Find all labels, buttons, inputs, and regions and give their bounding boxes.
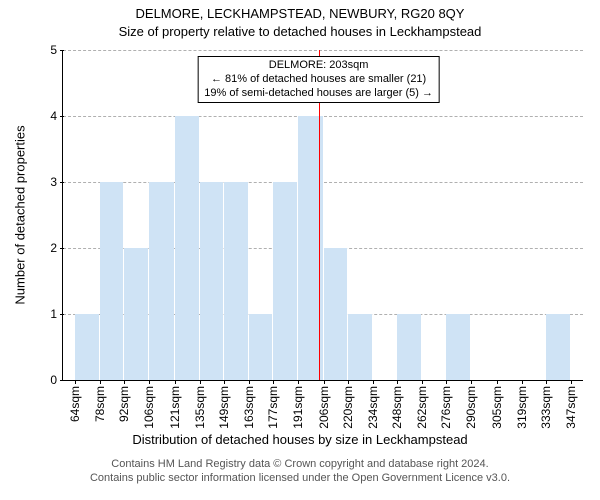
x-tick-label: 92sqm	[117, 380, 131, 422]
x-tick-label: 64sqm	[68, 380, 82, 422]
y-tick-label: 3	[50, 175, 63, 189]
histogram-bar	[224, 182, 248, 380]
histogram-bar	[100, 182, 124, 380]
x-axis-label: Distribution of detached houses by size …	[0, 432, 600, 447]
grid-line	[63, 116, 583, 117]
histogram-bar	[273, 182, 297, 380]
x-tick-label: 319sqm	[515, 380, 529, 429]
title-line-1: DELMORE, LECKHAMPSTEAD, NEWBURY, RG20 8Q…	[0, 6, 600, 22]
x-tick-label: 347sqm	[564, 380, 578, 429]
x-tick-label: 106sqm	[142, 380, 156, 429]
x-tick-label: 135sqm	[193, 380, 207, 429]
histogram-bar	[175, 116, 199, 380]
annotation-line: DELMORE: 203sqm	[204, 59, 433, 73]
histogram-bar	[397, 314, 421, 380]
x-tick-label: 149sqm	[217, 380, 231, 429]
x-tick-label: 262sqm	[415, 380, 429, 429]
x-tick-label: 121sqm	[168, 380, 182, 429]
grid-line	[63, 182, 583, 183]
y-tick-label: 0	[50, 373, 63, 387]
histogram-bar	[75, 314, 99, 380]
attribution-footer: Contains HM Land Registry data © Crown c…	[0, 458, 600, 486]
grid-line	[63, 50, 583, 51]
title-line-2: Size of property relative to detached ho…	[0, 24, 600, 40]
x-tick-label: 276sqm	[439, 380, 453, 429]
histogram-bar	[348, 314, 372, 380]
x-tick-label: 206sqm	[317, 380, 331, 429]
annotation-line: ← 81% of detached houses are smaller (21…	[204, 73, 433, 87]
histogram-bar	[546, 314, 570, 380]
y-axis-label: Number of detached properties	[13, 125, 28, 304]
histogram-bar	[249, 314, 273, 380]
footer-line: Contains HM Land Registry data © Crown c…	[0, 458, 600, 472]
y-tick-label: 2	[50, 241, 63, 255]
x-tick-label: 333sqm	[539, 380, 553, 429]
x-tick-label: 248sqm	[390, 380, 404, 429]
histogram-bar	[324, 248, 348, 380]
figure-root: DELMORE, LECKHAMPSTEAD, NEWBURY, RG20 8Q…	[0, 0, 600, 500]
histogram-bar	[446, 314, 470, 380]
y-tick-label: 5	[50, 43, 63, 57]
histogram-bar	[124, 248, 148, 380]
x-tick-label: 220sqm	[341, 380, 355, 429]
y-tick-label: 1	[50, 307, 63, 321]
histogram-bar	[149, 182, 174, 380]
histogram-bar	[200, 182, 224, 380]
x-tick-label: 177sqm	[266, 380, 280, 429]
x-tick-label: 78sqm	[93, 380, 107, 422]
x-tick-label: 191sqm	[291, 380, 305, 429]
x-tick-label: 234sqm	[366, 380, 380, 429]
plot-area: DELMORE: 203sqm← 81% of detached houses …	[62, 50, 583, 381]
annotation-box: DELMORE: 203sqm← 81% of detached houses …	[197, 56, 440, 103]
y-tick-label: 4	[50, 109, 63, 123]
x-tick-label: 305sqm	[490, 380, 504, 429]
x-tick-label: 290sqm	[464, 380, 478, 429]
x-tick-label: 163sqm	[242, 380, 256, 429]
footer-line: Contains public sector information licen…	[0, 472, 600, 486]
annotation-line: 19% of semi-detached houses are larger (…	[204, 87, 433, 101]
